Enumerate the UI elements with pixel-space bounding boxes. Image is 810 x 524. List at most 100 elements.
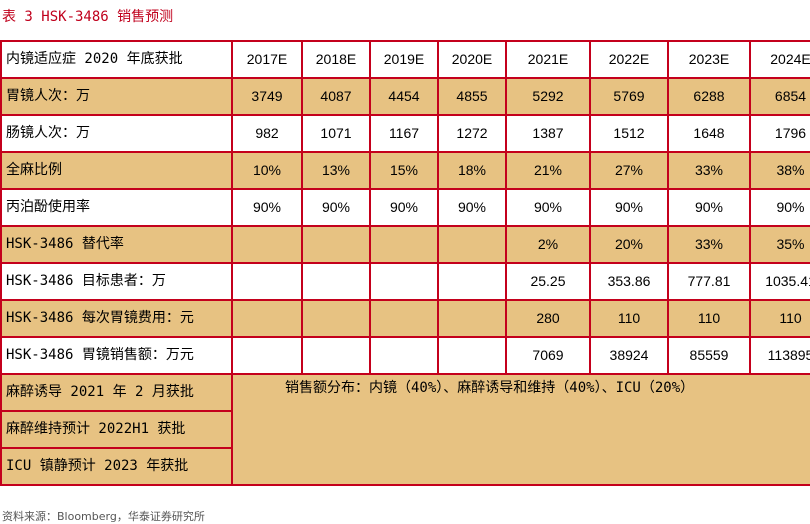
value-cell (301, 225, 371, 264)
value-cell: 5769 (589, 77, 669, 116)
value-cell (231, 262, 303, 301)
value-cell: 90% (231, 188, 303, 227)
value-cell: 15% (369, 151, 439, 190)
value-cell: 5292 (505, 77, 591, 116)
value-cell: 1272 (437, 114, 507, 153)
sales-forecast-table: 内镜适应症 2020 年底获批 2017E 2018E 2019E 2020E … (0, 40, 810, 486)
value-cell: 6288 (667, 77, 751, 116)
value-cell: 1387 (505, 114, 591, 153)
value-cell: 1796 (749, 114, 810, 153)
value-cell: 38% (749, 151, 810, 190)
table-row: 丙泊酚使用率 90% 90% 90% 90% 90% 90% 90% 90% (0, 188, 810, 227)
value-cell: 20% (589, 225, 669, 264)
year-header: 2018E (301, 40, 371, 79)
approval-row: 麻醉维持预计 2022H1 获批 (0, 410, 810, 449)
value-cell (437, 262, 507, 301)
value-cell: 1071 (301, 114, 371, 153)
value-cell: 10% (231, 151, 303, 190)
value-cell: 2% (505, 225, 591, 264)
value-cell: 280 (505, 299, 591, 338)
approval-label: 麻醉诱导 2021 年 2 月获批 (0, 373, 233, 412)
year-header: 2022E (589, 40, 669, 79)
value-cell: 1035.41 (749, 262, 810, 301)
value-cell (369, 336, 439, 375)
value-cell: 110 (589, 299, 669, 338)
value-cell: 21% (505, 151, 591, 190)
value-cell: 90% (301, 188, 371, 227)
value-cell: 353.86 (589, 262, 669, 301)
table-caption: 表 3 HSK-3486 销售预测 (2, 9, 174, 25)
year-header: 2020E (437, 40, 507, 79)
value-cell: 18% (437, 151, 507, 190)
row-label: HSK-3486 目标患者：万 (0, 262, 233, 301)
source-note: 资料来源：Bloomberg，华泰证券研究所 (2, 510, 205, 523)
value-cell (301, 262, 371, 301)
value-cell: 1648 (667, 114, 751, 153)
value-cell: 110 (667, 299, 751, 338)
value-cell: 4087 (301, 77, 371, 116)
value-cell: 90% (369, 188, 439, 227)
value-cell: 777.81 (667, 262, 751, 301)
year-header: 2021E (505, 40, 591, 79)
year-header: 2024E (749, 40, 810, 79)
value-cell: 38924 (589, 336, 669, 375)
value-cell: 33% (667, 151, 751, 190)
value-cell (231, 336, 303, 375)
approval-label: 麻醉维持预计 2022H1 获批 (0, 410, 233, 449)
table-row: HSK-3486 胃镜销售额：万元 7069 38924 85559 113895 (0, 336, 810, 375)
value-cell (301, 336, 371, 375)
value-cell: 113895 (749, 336, 810, 375)
value-cell (437, 225, 507, 264)
value-cell (369, 299, 439, 338)
value-cell: 85559 (667, 336, 751, 375)
value-cell: 13% (301, 151, 371, 190)
value-cell (231, 225, 303, 264)
value-cell: 90% (437, 188, 507, 227)
approval-row: ICU 镇静预计 2023 年获批 (0, 447, 810, 486)
row-label: HSK-3486 替代率 (0, 225, 233, 264)
sales-distribution-note: 销售额分布：内镜（40%）、麻醉诱导和维持（40%）、ICU（20%） (231, 373, 810, 486)
value-cell: 982 (231, 114, 303, 153)
table-row: 胃镜人次：万 3749 4087 4454 4855 5292 5769 6288 6854 (0, 77, 810, 116)
year-header: 2019E (369, 40, 439, 79)
year-header: 2023E (667, 40, 751, 79)
value-cell (369, 225, 439, 264)
value-cell: 33% (667, 225, 751, 264)
value-cell: 90% (749, 188, 810, 227)
approval-label: ICU 镇静预计 2023 年获批 (0, 447, 233, 486)
value-cell: 1512 (589, 114, 669, 153)
year-header: 2017E (231, 40, 303, 79)
value-cell: 90% (667, 188, 751, 227)
header-row: 内镜适应症 2020 年底获批 2017E 2018E 2019E 2020E … (0, 40, 810, 79)
header-corner-cell: 内镜适应症 2020 年底获批 (0, 40, 233, 79)
table-row: 肠镜人次：万 982 1071 1167 1272 1387 1512 1648 1796 (0, 114, 810, 153)
value-cell (301, 299, 371, 338)
value-cell: 90% (505, 188, 591, 227)
value-cell: 4454 (369, 77, 439, 116)
value-cell: 7069 (505, 336, 591, 375)
value-cell: 3749 (231, 77, 303, 116)
table-row: 全麻比例 10% 13% 15% 18% 21% 27% 33% 38% (0, 151, 810, 190)
value-cell: 90% (589, 188, 669, 227)
row-label: HSK-3486 胃镜销售额：万元 (0, 336, 233, 375)
row-label: 肠镜人次：万 (0, 114, 233, 153)
value-cell (437, 336, 507, 375)
row-label: 胃镜人次：万 (0, 77, 233, 116)
approval-row: 麻醉诱导 2021 年 2 月获批 销售额分布：内镜（40%）、麻醉诱导和维持（4… (0, 373, 810, 486)
value-cell: 110 (749, 299, 810, 338)
table-row: HSK-3486 每次胃镜费用：元 280 110 110 110 (0, 299, 810, 338)
table-row: HSK-3486 替代率 2% 20% 33% 35% (0, 225, 810, 264)
value-cell: 25.25 (505, 262, 591, 301)
value-cell (231, 299, 303, 338)
value-cell: 27% (589, 151, 669, 190)
row-label: HSK-3486 每次胃镜费用：元 (0, 299, 233, 338)
value-cell: 35% (749, 225, 810, 264)
value-cell: 1167 (369, 114, 439, 153)
row-label: 全麻比例 (0, 151, 233, 190)
value-cell: 6854 (749, 77, 810, 116)
row-label: 丙泊酚使用率 (0, 188, 233, 227)
value-cell (369, 262, 439, 301)
value-cell: 4855 (437, 77, 507, 116)
value-cell (437, 299, 507, 338)
